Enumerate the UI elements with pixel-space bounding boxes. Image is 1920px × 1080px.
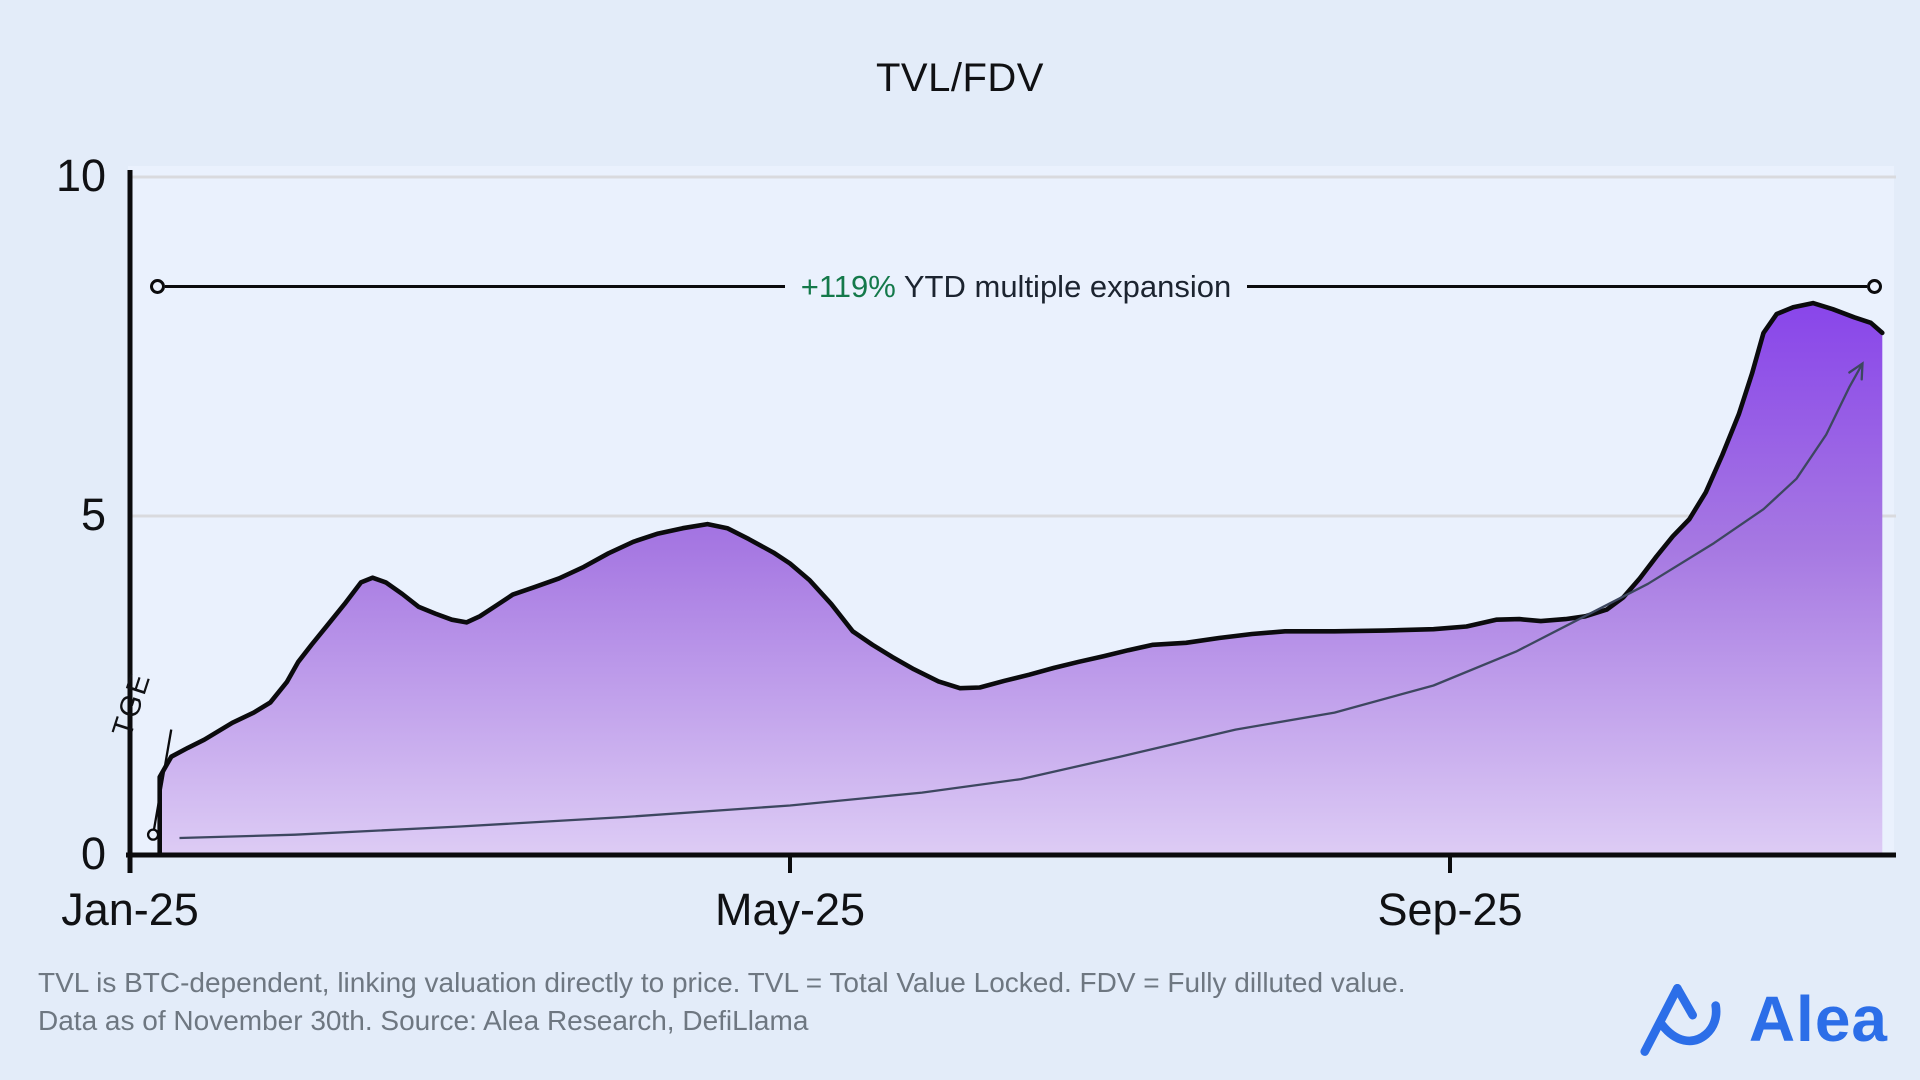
alea-logo-icon (1640, 984, 1721, 1056)
annotation-line-left (165, 285, 785, 289)
alea-logo: Alea (1639, 978, 1888, 1060)
x-tick-label-sep: Sep-25 (1377, 884, 1523, 935)
alea-logo-text: Alea (1748, 983, 1888, 1055)
annotation-label: YTD multiple expansion (895, 268, 1232, 304)
ytd-expansion-annotation: +119% YTD multiple expansion (150, 269, 1882, 305)
annotation-text: +119% YTD multiple expansion (785, 269, 1248, 305)
annotation-endpoint-circle-left (150, 279, 165, 295)
y-tick-label-10: 10 (55, 149, 106, 201)
annotation-highlight-value: +119% (800, 268, 896, 304)
footer-line-1: TVL is BTC-dependent, linking valuation … (38, 967, 1406, 998)
footer-notes: TVL is BTC-dependent, linking valuation … (38, 964, 1406, 1041)
footer-line-2: Data as of November 30th. Source: Alea R… (38, 1005, 809, 1037)
y-tick-label-0: 0 (80, 827, 106, 879)
y-tick-label-5: 5 (80, 488, 106, 540)
annotation-line-right (1247, 285, 1867, 289)
x-tick-label-jan: Jan-25 (61, 884, 199, 935)
page-title: TVL/FDV (876, 56, 1044, 100)
annotation-endpoint-circle-right (1867, 279, 1882, 295)
x-tick-label-may: May-25 (714, 884, 866, 935)
